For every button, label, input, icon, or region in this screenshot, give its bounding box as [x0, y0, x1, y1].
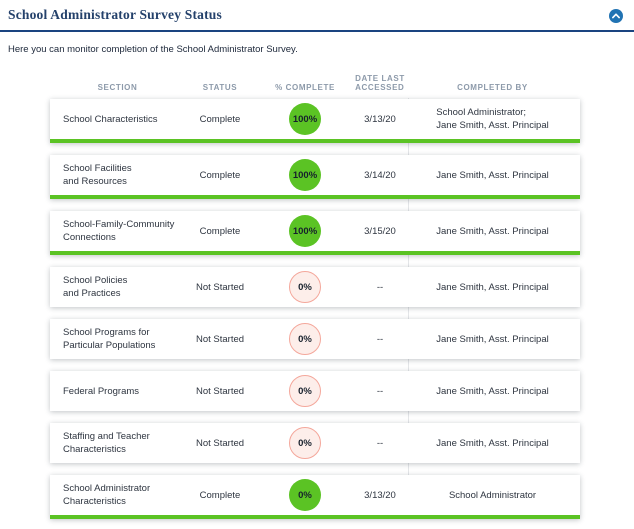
table-row: School Programs for Particular Populatio…	[50, 319, 580, 359]
percent-cell: 0%	[255, 371, 355, 411]
collapse-panel-button[interactable]	[609, 9, 623, 23]
section-cell: School Programs for Particular Populatio…	[63, 327, 156, 351]
section-cell: School-Family-Community Connections	[63, 219, 175, 243]
completed-by-cell: Jane Smith, Asst. Principal	[405, 328, 580, 351]
date-last-accessed-cell: 3/13/20	[364, 489, 396, 501]
status-cell: Not Started	[195, 281, 245, 293]
column-header-date: DATE LAST ACCESSED	[355, 74, 405, 92]
section-cell: Federal Programs	[63, 385, 140, 397]
percent-badge: 100%	[289, 103, 321, 135]
completed-by-cell: Jane Smith, Asst. Principal	[405, 164, 580, 187]
percent-cell: 0%	[255, 267, 355, 307]
completed-by-text: Jane Smith, Asst. Principal	[436, 333, 549, 345]
percent-badge: 0%	[289, 375, 321, 407]
completed-by-text: Jane Smith, Asst. Principal	[436, 281, 549, 293]
completed-by-cell: School Administrator	[405, 484, 580, 507]
percent-badge: 0%	[289, 479, 321, 511]
completed-by-text: Jane Smith, Asst. Principal	[436, 225, 549, 237]
section-cell: School Facilities and Resources	[63, 163, 132, 187]
date-last-accessed-cell: --	[376, 281, 384, 293]
percent-cell: 100%	[255, 99, 355, 139]
completed-by-text: Jane Smith, Asst. Principal	[436, 169, 549, 181]
percent-badge: 0%	[289, 271, 321, 303]
table-header-row: SECTION STATUS % COMPLETE DATE LAST ACCE…	[50, 74, 580, 99]
completed-by-cell: Jane Smith, Asst. Principal	[405, 220, 580, 243]
percent-cell: 100%	[255, 155, 355, 195]
percent-badge: 100%	[289, 159, 321, 191]
date-last-accessed-cell: --	[376, 385, 384, 397]
status-cell: Complete	[199, 169, 241, 181]
date-last-accessed-cell: --	[376, 437, 384, 449]
column-header-percent: % COMPLETE	[275, 83, 335, 92]
completed-by-cell: Jane Smith, Asst. Principal	[405, 380, 580, 403]
completed-by-text: School Administrator; Jane Smith, Asst. …	[436, 107, 549, 131]
table-row: School Characteristics Complete 100% 3/1…	[50, 99, 580, 143]
completed-by-cell: Jane Smith, Asst. Principal	[405, 432, 580, 455]
table-row: School-Family-Community Connections Comp…	[50, 211, 580, 255]
section-cell: School Policies and Practices	[63, 275, 128, 299]
status-cell: Not Started	[195, 333, 245, 345]
date-last-accessed-cell: 3/13/20	[364, 113, 396, 125]
status-cell: Complete	[199, 489, 241, 501]
date-last-accessed-cell: 3/15/20	[364, 225, 396, 237]
status-cell: Not Started	[195, 437, 245, 449]
chevron-up-circle-icon	[609, 9, 623, 23]
completed-by-text: School Administrator	[448, 489, 537, 501]
section-cell: School Characteristics	[63, 113, 158, 125]
date-last-accessed-cell: --	[376, 333, 384, 345]
percent-cell: 100%	[255, 211, 355, 251]
column-header-section: SECTION	[97, 83, 138, 92]
status-cell: Complete	[199, 225, 241, 237]
title-divider	[0, 30, 634, 32]
percent-badge: 0%	[289, 323, 321, 355]
column-header-completed: COMPLETED BY	[457, 83, 528, 92]
survey-status-table: SECTION STATUS % COMPLETE DATE LAST ACCE…	[50, 74, 580, 519]
completed-by-cell: School Administrator; Jane Smith, Asst. …	[405, 101, 580, 137]
completed-by-text: Jane Smith, Asst. Principal	[436, 385, 549, 397]
section-cell: Staffing and Teacher Characteristics	[63, 431, 150, 455]
percent-cell: 0%	[255, 423, 355, 463]
page-title: School Administrator Survey Status	[8, 7, 222, 22]
table-body: School Characteristics Complete 100% 3/1…	[50, 99, 580, 519]
panel-header: School Administrator Survey Status	[0, 0, 634, 23]
table-row: Staffing and Teacher Characteristics Not…	[50, 423, 580, 463]
percent-badge: 100%	[289, 215, 321, 247]
table-row: School Policies and Practices Not Starte…	[50, 267, 580, 307]
table-row: School Administrator Characteristics Com…	[50, 475, 580, 519]
intro-text: Here you can monitor completion of the S…	[8, 44, 298, 55]
column-divider-line	[408, 98, 409, 519]
table-row: School Facilities and Resources Complete…	[50, 155, 580, 199]
percent-badge: 0%	[289, 427, 321, 459]
percent-cell: 0%	[255, 319, 355, 359]
status-cell: Not Started	[195, 385, 245, 397]
status-cell: Complete	[199, 113, 241, 125]
column-header-status: STATUS	[202, 83, 238, 92]
completed-by-cell: Jane Smith, Asst. Principal	[405, 276, 580, 299]
section-cell: School Administrator Characteristics	[63, 483, 151, 507]
table-row: Federal Programs Not Started 0% -- Jane …	[50, 371, 580, 411]
date-last-accessed-cell: 3/14/20	[364, 169, 396, 181]
percent-cell: 0%	[255, 475, 355, 515]
completed-by-text: Jane Smith, Asst. Principal	[436, 437, 549, 449]
